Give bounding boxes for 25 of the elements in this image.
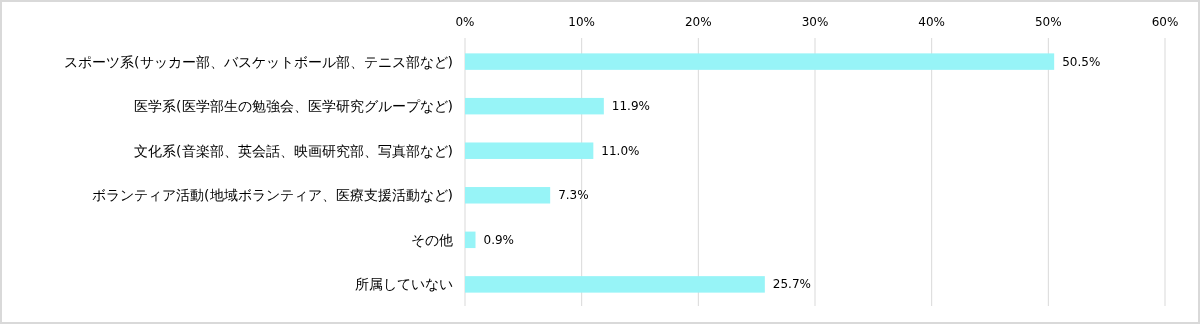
bar [465, 187, 551, 204]
y-tick-label: その他 [411, 231, 453, 248]
y-tick-label: 文化系(音楽部、英会話、映画研究部、写真部など) [134, 142, 453, 159]
bar [465, 142, 594, 159]
data-label: 7.3% [558, 188, 589, 203]
x-tick-label: 60% [1151, 15, 1179, 29]
x-tick-label: 30% [801, 15, 829, 29]
bar [465, 97, 604, 115]
x-tick-label: 10% [568, 15, 595, 29]
data-label: 11.9% [611, 99, 650, 114]
y-tick-label: 医学系(医学部生の勉強会、医学研究グループなど) [134, 98, 453, 115]
x-tick-label: 40% [918, 15, 945, 29]
x-tick-label: 0% [455, 15, 475, 29]
y-tick-label: スポーツ系(サッカー部、バスケットボール部、テニス部など) [64, 53, 453, 70]
bar [465, 231, 476, 249]
data-label: 0.9% [483, 232, 514, 247]
data-label: 11.0% [601, 143, 640, 158]
data-label: 50.5% [1062, 54, 1101, 69]
bar [465, 276, 765, 293]
bar [465, 53, 1055, 70]
y-tick-label: ボランティア活動(地域ボランティア、医療支援活動など) [92, 187, 453, 204]
data-label: 25.7% [772, 277, 811, 292]
y-tick-label: 所属していない [355, 276, 453, 293]
x-tick-label: 50% [1035, 15, 1062, 29]
x-tick-label: 20% [685, 15, 712, 29]
